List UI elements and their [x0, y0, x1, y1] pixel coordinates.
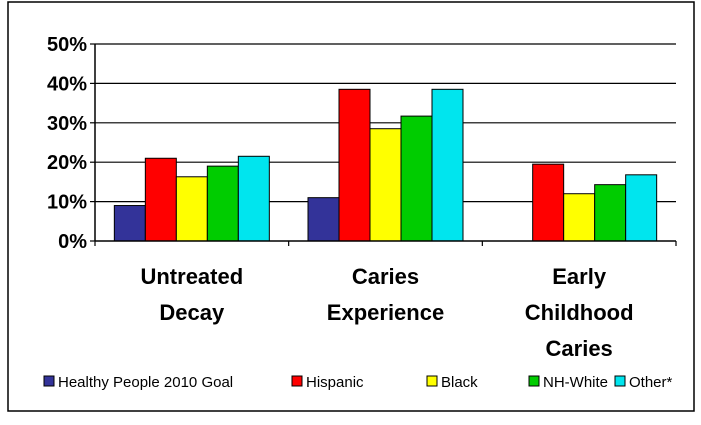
y-tick-label: 0%	[58, 231, 87, 253]
bar-healthy-people-2010-goal	[308, 198, 339, 241]
category-label-line: Experience	[327, 300, 444, 325]
legend-swatch	[615, 376, 625, 386]
y-tick-label: 50%	[47, 34, 87, 56]
legend-swatch	[44, 376, 54, 386]
legend: Healthy People 2010 Goal Hispanic Black NH-…	[44, 374, 673, 391]
bar-black	[564, 194, 595, 241]
bar-black	[176, 177, 207, 241]
category-label-line: Decay	[159, 300, 225, 325]
bar-hispanic	[145, 158, 176, 241]
category-label-line: Early	[552, 264, 607, 289]
legend-swatch	[529, 376, 539, 386]
y-tick-label: 10%	[47, 192, 87, 214]
bar-nh-white	[401, 116, 432, 241]
bar-healthy-people-2010-goal	[114, 206, 145, 241]
legend-label: Healthy People 2010 Goal	[58, 374, 233, 391]
bar-nh-white	[207, 166, 238, 241]
category-label-line: Caries	[546, 336, 613, 361]
bar-black	[370, 129, 401, 241]
y-tick-label: 20%	[47, 152, 87, 174]
legend-label: Black	[441, 374, 478, 391]
legend-swatch	[292, 376, 302, 386]
legend-swatch	[427, 376, 437, 386]
bar-other	[432, 89, 463, 241]
category-label-line: Childhood	[525, 300, 634, 325]
bar-hispanic	[533, 164, 564, 241]
legend-label: NH-White	[543, 374, 608, 391]
bar-hispanic	[339, 89, 370, 241]
legend-label: Other*	[629, 374, 673, 391]
y-tick-label: 30%	[47, 113, 87, 135]
bar-other	[626, 175, 657, 241]
bar-other	[238, 156, 269, 241]
category-label-line: Caries	[352, 264, 419, 289]
category-label-line: Untreated	[140, 264, 243, 289]
bar-nh-white	[595, 185, 626, 241]
y-tick-label: 40%	[47, 73, 87, 95]
legend-label: Hispanic	[306, 374, 364, 391]
